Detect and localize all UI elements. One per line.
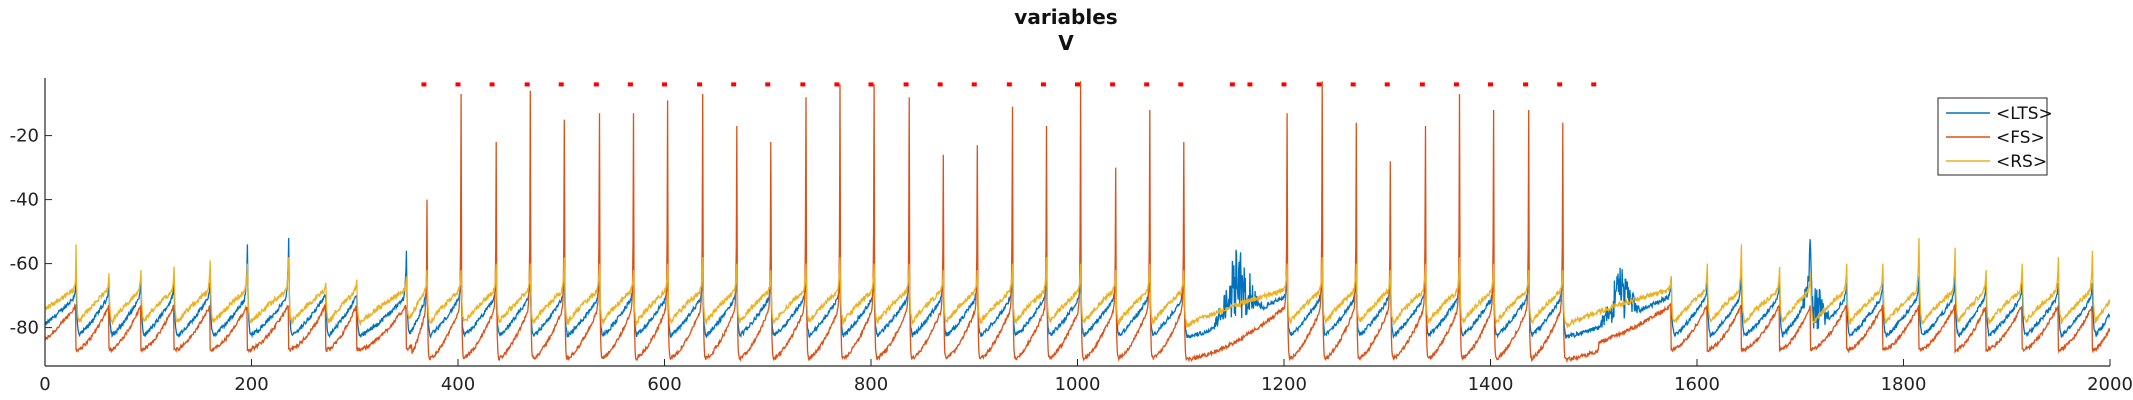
event-marker [1419,82,1425,87]
event-marker [1350,82,1356,87]
event-marker [731,82,737,87]
event-marker [1040,82,1046,87]
event-marker [937,82,943,87]
event-marker [903,82,909,87]
y-tick-label: -80 [10,318,39,339]
series-line-fs [45,81,2110,364]
event-marker [593,82,599,87]
x-tick-label: 800 [854,374,888,395]
event-marker [1178,82,1184,87]
event-marker [1075,82,1080,87]
x-tick-label: 1800 [1881,374,1927,395]
event-marker [627,82,633,87]
event-marker [1316,82,1322,87]
y-tick-label: -60 [10,254,39,275]
event-marker [800,82,806,87]
event-marker [1144,82,1150,87]
x-tick-label: 0 [39,374,50,395]
event-markers [421,82,1597,87]
event-marker [558,82,564,87]
series-line-rs [45,237,2110,329]
event-marker [524,82,530,87]
event-marker [489,82,495,87]
legend-label-fs: <FS> [1996,128,2045,148]
event-marker [421,82,427,87]
event-marker [697,82,703,87]
x-tick-label: 600 [647,374,681,395]
event-marker [662,82,667,87]
x-tick-label: 400 [441,374,475,395]
event-marker [834,82,840,87]
event-marker [1247,82,1253,87]
y-tick-label: -40 [10,190,39,211]
x-tick-label: 2000 [2087,374,2133,395]
x-tick-label: 1200 [1261,374,1307,395]
x-ticks: 0 200 400 600 800 1000 1200 1400 1600 1800 2000 [39,359,2133,395]
event-marker [1453,82,1459,87]
event-marker [1523,82,1529,87]
y-tick-label: -20 [10,126,39,147]
plot-area [45,81,2110,364]
event-marker [1281,82,1287,87]
legend-label-lts: <LTS> [1996,104,2053,124]
chart-title: variables [1014,5,1117,29]
x-tick-label: 200 [234,374,268,395]
y-ticks: -20 -40 -60 -80 [10,126,52,339]
event-marker [1591,82,1597,87]
event-marker [765,82,771,87]
event-marker [868,82,874,87]
legend-label-rs: <RS> [1996,152,2047,172]
event-marker [1384,82,1390,87]
axes [44,78,2110,367]
event-marker [455,82,461,87]
chart-subtitle: V [1058,31,1074,55]
x-tick-label: 1600 [1674,374,1720,395]
event-marker [1229,82,1235,87]
series-line-lts [45,237,2110,340]
legend: <LTS> <FS> <RS> [1937,97,2053,176]
event-marker [971,82,977,87]
event-marker [1488,82,1493,87]
x-tick-label: 1400 [1468,374,1514,395]
event-marker [1006,82,1012,87]
event-marker [1110,82,1116,87]
event-marker [1557,82,1563,87]
x-tick-label: 1000 [1055,374,1101,395]
